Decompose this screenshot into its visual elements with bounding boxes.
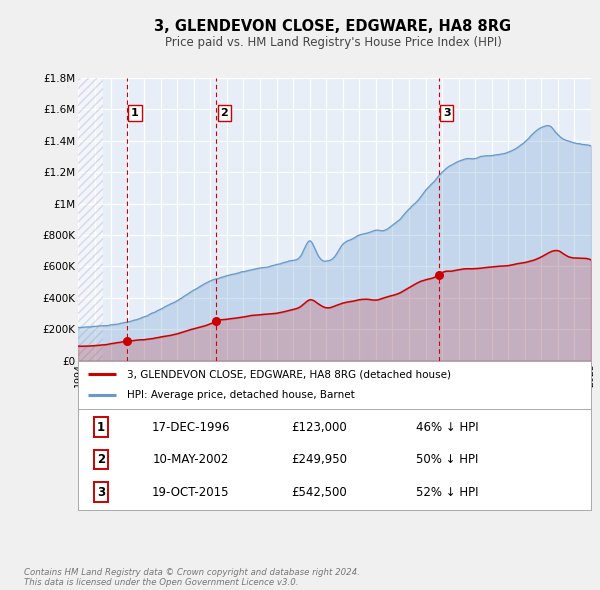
Text: £249,950: £249,950 xyxy=(291,453,347,466)
Text: 19-OCT-2015: 19-OCT-2015 xyxy=(152,486,230,499)
Text: 50% ↓ HPI: 50% ↓ HPI xyxy=(416,453,479,466)
Text: 3, GLENDEVON CLOSE, EDGWARE, HA8 8RG: 3, GLENDEVON CLOSE, EDGWARE, HA8 8RG xyxy=(154,19,512,34)
Text: 17-DEC-1996: 17-DEC-1996 xyxy=(152,421,230,434)
Text: HPI: Average price, detached house, Barnet: HPI: Average price, detached house, Barn… xyxy=(127,390,355,400)
Text: Price paid vs. HM Land Registry's House Price Index (HPI): Price paid vs. HM Land Registry's House … xyxy=(164,36,502,49)
Text: £542,500: £542,500 xyxy=(291,486,347,499)
Text: 2: 2 xyxy=(220,108,228,118)
Text: Contains HM Land Registry data © Crown copyright and database right 2024.
This d: Contains HM Land Registry data © Crown c… xyxy=(24,568,360,587)
Text: 1: 1 xyxy=(131,108,139,118)
Text: 1: 1 xyxy=(97,421,105,434)
Text: 2: 2 xyxy=(97,453,105,466)
Text: 3, GLENDEVON CLOSE, EDGWARE, HA8 8RG (detached house): 3, GLENDEVON CLOSE, EDGWARE, HA8 8RG (de… xyxy=(127,369,451,379)
Text: 3: 3 xyxy=(97,486,105,499)
Text: 46% ↓ HPI: 46% ↓ HPI xyxy=(416,421,479,434)
Text: 52% ↓ HPI: 52% ↓ HPI xyxy=(416,486,479,499)
Text: 3: 3 xyxy=(443,108,451,118)
Text: £123,000: £123,000 xyxy=(291,421,347,434)
Text: 10-MAY-2002: 10-MAY-2002 xyxy=(152,453,229,466)
